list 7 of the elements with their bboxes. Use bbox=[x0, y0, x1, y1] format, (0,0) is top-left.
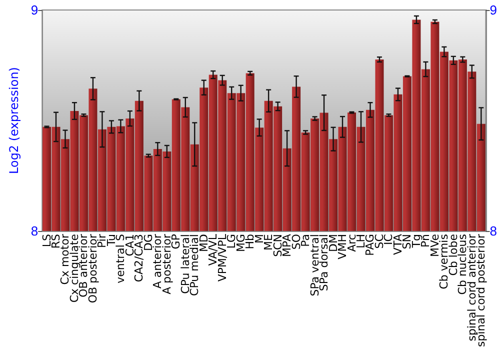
x-tick-label: spinal cord posterior bbox=[474, 234, 488, 348]
y2-tick-label: 8 bbox=[490, 224, 498, 239]
x-tick-label: Tg bbox=[410, 234, 423, 249]
x-tick-label: OB posterior bbox=[86, 234, 100, 304]
y2-tick-label: 9 bbox=[490, 2, 498, 18]
y-axis-title: Log2 (expression) bbox=[7, 67, 21, 174]
x-tick-label: A posterior bbox=[160, 234, 174, 294]
